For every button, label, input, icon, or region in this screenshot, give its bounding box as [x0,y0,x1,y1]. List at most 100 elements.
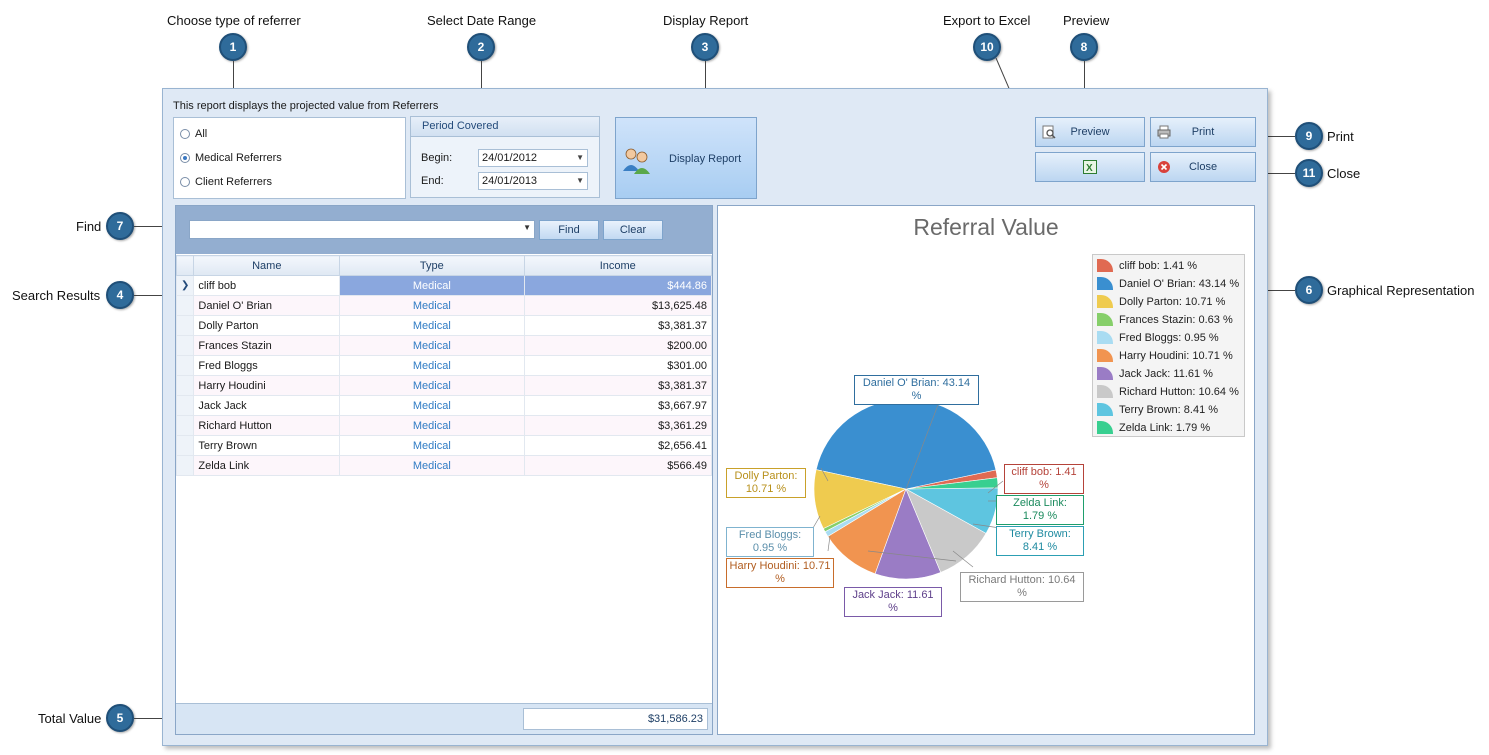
row-indicator[interactable]: ❯ [175,275,195,296]
cell-type: Medical [339,275,525,296]
period-covered-title: Period Covered [411,117,599,137]
cell-name: Richard Hutton [193,415,341,436]
callout-badge-11: 11 [1295,159,1323,187]
row-indicator[interactable] [175,435,195,456]
column-header-type[interactable]: Type [339,255,525,276]
legend-entry: Harry Houdini: 10.71 % [1097,349,1233,362]
radio-medical-indicator[interactable] [180,153,190,163]
pie-slice-label-line1: Richard Hutton: 10.64 [968,574,1076,586]
table-row[interactable]: Daniel O' Brian Medical $13,625.48 [175,295,712,316]
table-row[interactable]: Dolly Parton Medical $3,381.37 [175,315,712,336]
chevron-down-icon[interactable]: ▼ [523,223,531,232]
find-input[interactable]: ▼ [189,220,535,239]
table-row[interactable]: Frances Stazin Medical $200.00 [175,335,712,356]
preview-button[interactable]: Preview [1035,117,1145,147]
column-header-income[interactable]: Income [523,255,712,276]
pie-slice-label: Dolly Parton: 10.71 % [726,468,806,498]
radio-medical-label: Medical Referrers [195,152,282,164]
table-row[interactable]: Zelda Link Medical $566.49 [175,455,712,476]
cell-income: $566.49 [523,455,712,476]
pie-slice-label-line1: cliff bob: 1.41 [1011,466,1077,478]
row-indicator[interactable] [175,415,195,436]
legend-swatch [1097,421,1113,434]
radio-all-indicator[interactable] [180,129,190,139]
radio-client-indicator[interactable] [180,177,190,187]
print-button[interactable]: Print [1150,117,1256,147]
cell-type: Medical [339,295,525,316]
preview-icon [1042,125,1056,139]
cell-name: Jack Jack [193,395,341,416]
cell-income: $444.86 [523,275,712,296]
pie-slice-label: cliff bob: 1.41% [1004,464,1084,494]
pie-slice-label-line2: % [775,573,785,585]
begin-date-field[interactable]: 24/01/2012 ▼ [478,149,588,167]
chart-legend: cliff bob: 1.41 % Daniel O' Brian: 43.14 … [1092,254,1245,437]
total-value: $31,586.23 [523,708,708,730]
end-date-field[interactable]: 24/01/2013 ▼ [478,172,588,190]
radio-all[interactable]: All [180,128,207,140]
pie-slice-label-line2: 0.95 % [752,542,788,554]
table-row[interactable]: ❯ cliff bob Medical $444.86 [175,275,712,296]
table-row[interactable]: Richard Hutton Medical $3,361.29 [175,415,712,436]
callout-badge-3: 3 [691,33,719,61]
grid-footer: $31,586.23 [176,703,712,734]
close-button[interactable]: Close [1150,152,1256,182]
pie-slice-label-line2: % [1039,479,1049,491]
users-icon [623,148,650,174]
begin-date-value: 24/01/2012 [482,152,538,164]
end-date-value: 24/01/2013 [482,175,538,187]
pie-slice [905,477,999,490]
callout-label-date-range: Select Date Range [427,13,537,28]
column-header-name[interactable]: Name [193,255,341,276]
legend-entry: Dolly Parton: 10.71 % [1097,295,1225,308]
display-report-button[interactable]: Display Report [615,117,757,199]
clear-button[interactable]: Clear [603,220,663,240]
close-label: Close [1188,161,1218,173]
cell-income: $3,361.29 [523,415,712,436]
callout-label-referrer-type: Choose type of referrer [167,13,301,28]
legend-swatch [1097,367,1113,380]
pie-slice-label-line1: Zelda Link: [1013,497,1067,509]
pie-slice-label: Terry Brown: 8.41 % [996,526,1084,556]
legend-label: cliff bob: 1.41 % [1119,259,1198,272]
find-button[interactable]: Find [539,220,599,240]
legend-label: Richard Hutton: 10.64 % [1119,385,1239,398]
export-excel-button[interactable]: X [1035,152,1145,182]
legend-swatch [1097,313,1113,326]
cell-name: Harry Houdini [193,375,341,396]
pie-leader-line [987,480,1004,494]
printer-icon [1157,125,1171,139]
row-indicator[interactable] [175,395,195,416]
table-row[interactable]: Jack Jack Medical $3,667.97 [175,395,712,416]
row-indicator[interactable] [175,355,195,376]
begin-label: Begin: [421,152,453,164]
chevron-down-icon[interactable]: ▼ [576,153,584,162]
radio-client-referrers[interactable]: Client Referrers [180,176,272,188]
row-indicator-header [175,255,195,276]
find-button-label: Find [558,224,580,236]
pie-slice-label: Richard Hutton: 10.64% [960,572,1084,602]
legend-label: Daniel O' Brian: 43.14 % [1119,277,1240,290]
callout-badge-9: 9 [1295,122,1323,150]
table-row[interactable]: Terry Brown Medical $2,656.41 [175,435,712,456]
row-indicator[interactable] [175,375,195,396]
pie-chart [812,375,1004,580]
table-row[interactable]: Harry Houdini Medical $3,381.37 [175,375,712,396]
row-indicator[interactable] [175,335,195,356]
row-indicator[interactable] [175,315,195,336]
table-row[interactable]: Fred Bloggs Medical $301.00 [175,355,712,376]
svg-text:X: X [1086,163,1093,174]
row-indicator[interactable] [175,455,195,476]
row-indicator[interactable] [175,295,195,316]
display-report-label: Display Report [669,153,742,165]
radio-medical-referrers[interactable]: Medical Referrers [180,152,282,164]
cell-income: $200.00 [523,335,712,356]
callout-badge-7: 7 [106,212,134,240]
callout-label-search-results: Search Results [12,288,101,303]
chart-title: Referral Value [913,214,1059,240]
cell-income: $3,667.97 [523,395,712,416]
legend-entry: Daniel O' Brian: 43.14 % [1097,277,1239,290]
callout-badge-8: 8 [1070,33,1098,61]
chevron-down-icon[interactable]: ▼ [576,176,584,185]
search-results-panel: ▼ Find Clear Name Type Income ❯ cliff bob… [175,205,713,735]
